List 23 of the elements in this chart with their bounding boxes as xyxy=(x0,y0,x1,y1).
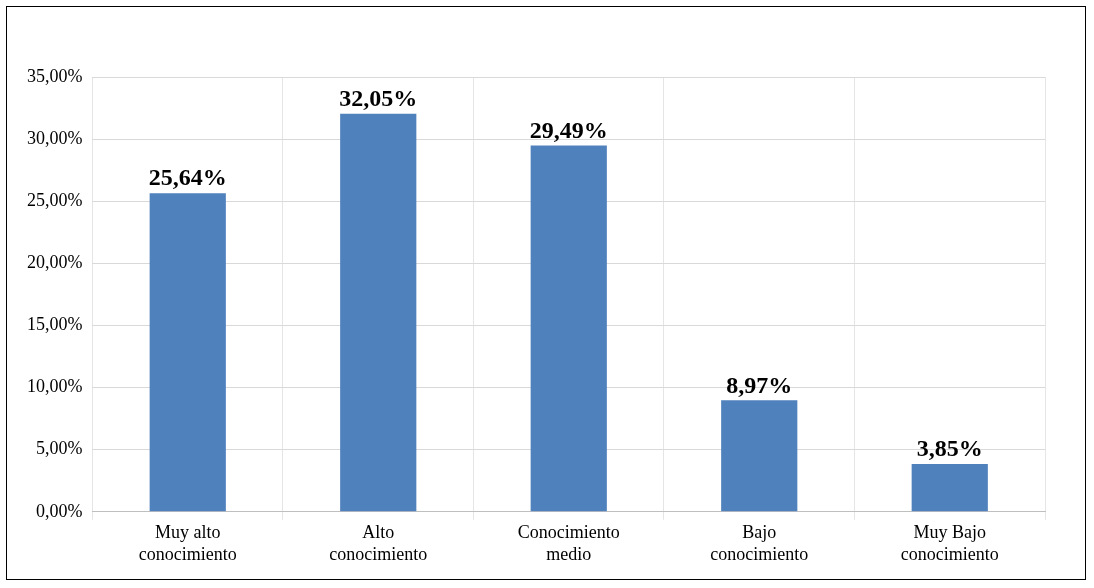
data-label: 29,49% xyxy=(529,116,608,143)
y-tick-label: 30,00% xyxy=(26,127,83,148)
bar xyxy=(149,193,226,512)
y-tick-label: 20,00% xyxy=(26,252,83,273)
data-label: 25,64% xyxy=(148,164,227,191)
y-tick-label: 10,00% xyxy=(26,376,83,397)
x-tick-label: Conocimiento medio xyxy=(517,522,620,564)
y-tick-label: 5,00% xyxy=(35,438,83,459)
y-tick-label: 35,00% xyxy=(26,65,83,86)
x-tick-label: Muy alto conocimiento xyxy=(138,522,237,564)
bar xyxy=(340,113,417,512)
x-tick-label: Alto conocimiento xyxy=(329,522,428,564)
data-label: 3,85% xyxy=(916,435,983,462)
bar xyxy=(721,400,798,512)
y-tick-label: 0,00% xyxy=(35,500,83,521)
y-tick-label: 25,00% xyxy=(26,189,83,210)
bar xyxy=(911,463,988,512)
data-label: 8,97% xyxy=(726,371,793,398)
x-tick-label: Muy Bajo conocimiento xyxy=(900,522,999,564)
x-tick-label: Bajo conocimiento xyxy=(710,522,809,564)
data-label: 32,05% xyxy=(339,84,418,111)
bar xyxy=(530,145,607,512)
y-tick-label: 15,00% xyxy=(26,314,83,335)
